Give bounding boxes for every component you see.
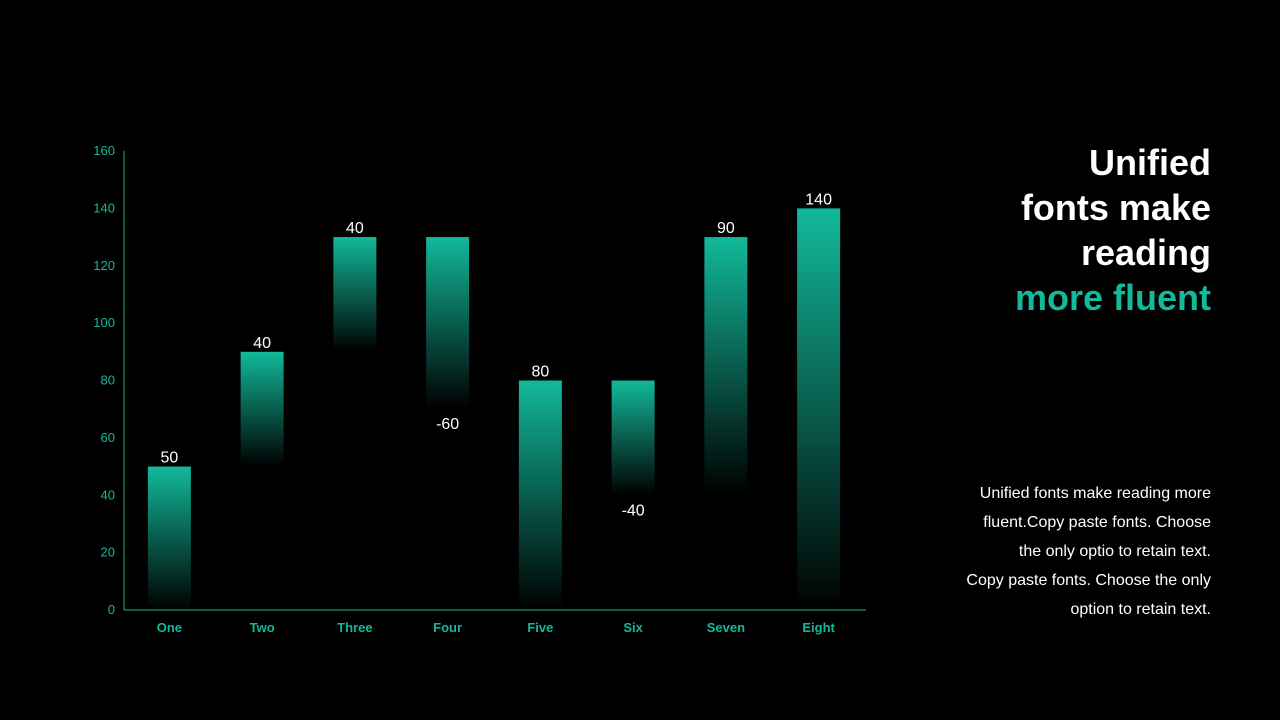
data-label: 50 xyxy=(160,450,178,467)
body-line: fluent.Copy paste fonts. Choose xyxy=(983,514,1211,531)
x-tick-label: Eight xyxy=(802,620,835,635)
body-paragraph: Unified fonts make reading more fluent.C… xyxy=(951,479,1211,624)
data-label: 80 xyxy=(531,364,549,381)
bar-three xyxy=(333,237,377,352)
data-label: 90 xyxy=(717,220,735,237)
y-tick-label: 120 xyxy=(93,258,115,273)
body-line: Unified fonts make reading more xyxy=(979,485,1211,502)
x-tick-label: Four xyxy=(433,620,462,635)
x-tick-label: Five xyxy=(527,620,553,635)
bar-five xyxy=(518,380,562,610)
heading-line: Unified xyxy=(1089,142,1211,183)
data-label: 140 xyxy=(805,191,832,208)
y-tick-label: 100 xyxy=(93,315,115,330)
heading: Unified fonts make reading more fluent xyxy=(911,140,1211,320)
x-tick-label: Three xyxy=(337,620,372,635)
body-line: option to retain text. xyxy=(1070,601,1211,618)
data-label: 40 xyxy=(253,335,271,352)
data-label-group: 50 40 40 -60 80 -40 90 140 xyxy=(160,191,832,519)
body-line: Copy paste fonts. Choose the only xyxy=(966,572,1211,589)
category-label-group: One Two Three Four Five Six Seven Eight xyxy=(157,620,836,635)
heading-line: reading xyxy=(1080,232,1211,273)
y-tick-label: 80 xyxy=(101,373,115,388)
heading-line: fonts make xyxy=(1020,187,1211,228)
y-axis-ticks: 0 20 40 60 80 100 120 140 160 xyxy=(93,143,115,617)
y-tick-label: 60 xyxy=(101,430,115,445)
y-tick-label: 160 xyxy=(93,143,115,158)
y-tick-label: 140 xyxy=(93,200,115,215)
x-tick-label: One xyxy=(157,620,182,635)
bar-eight xyxy=(797,208,841,610)
heading-accent-line: more fluent xyxy=(1014,277,1211,318)
x-tick-label: Two xyxy=(250,620,275,635)
bar-two xyxy=(240,351,284,467)
data-label: 40 xyxy=(346,220,364,237)
x-tick-label: Seven xyxy=(707,620,745,635)
data-label: -40 xyxy=(622,502,645,519)
y-tick-label: 20 xyxy=(101,545,115,560)
bar-seven xyxy=(704,237,748,496)
bar-group xyxy=(147,208,841,610)
x-tick-label: Six xyxy=(623,620,643,635)
waterfall-chart: 0 20 40 60 80 100 120 140 160 50 40 40 -60 80 -40 90 14… xyxy=(93,143,866,635)
bar-four xyxy=(426,237,470,410)
bar-six xyxy=(611,380,655,496)
data-label: -60 xyxy=(436,416,459,433)
y-tick-label: 40 xyxy=(101,487,115,502)
bar-one xyxy=(147,466,191,610)
y-tick-label: 0 xyxy=(108,602,115,617)
body-line: the only optio to retain text. xyxy=(1018,543,1211,560)
